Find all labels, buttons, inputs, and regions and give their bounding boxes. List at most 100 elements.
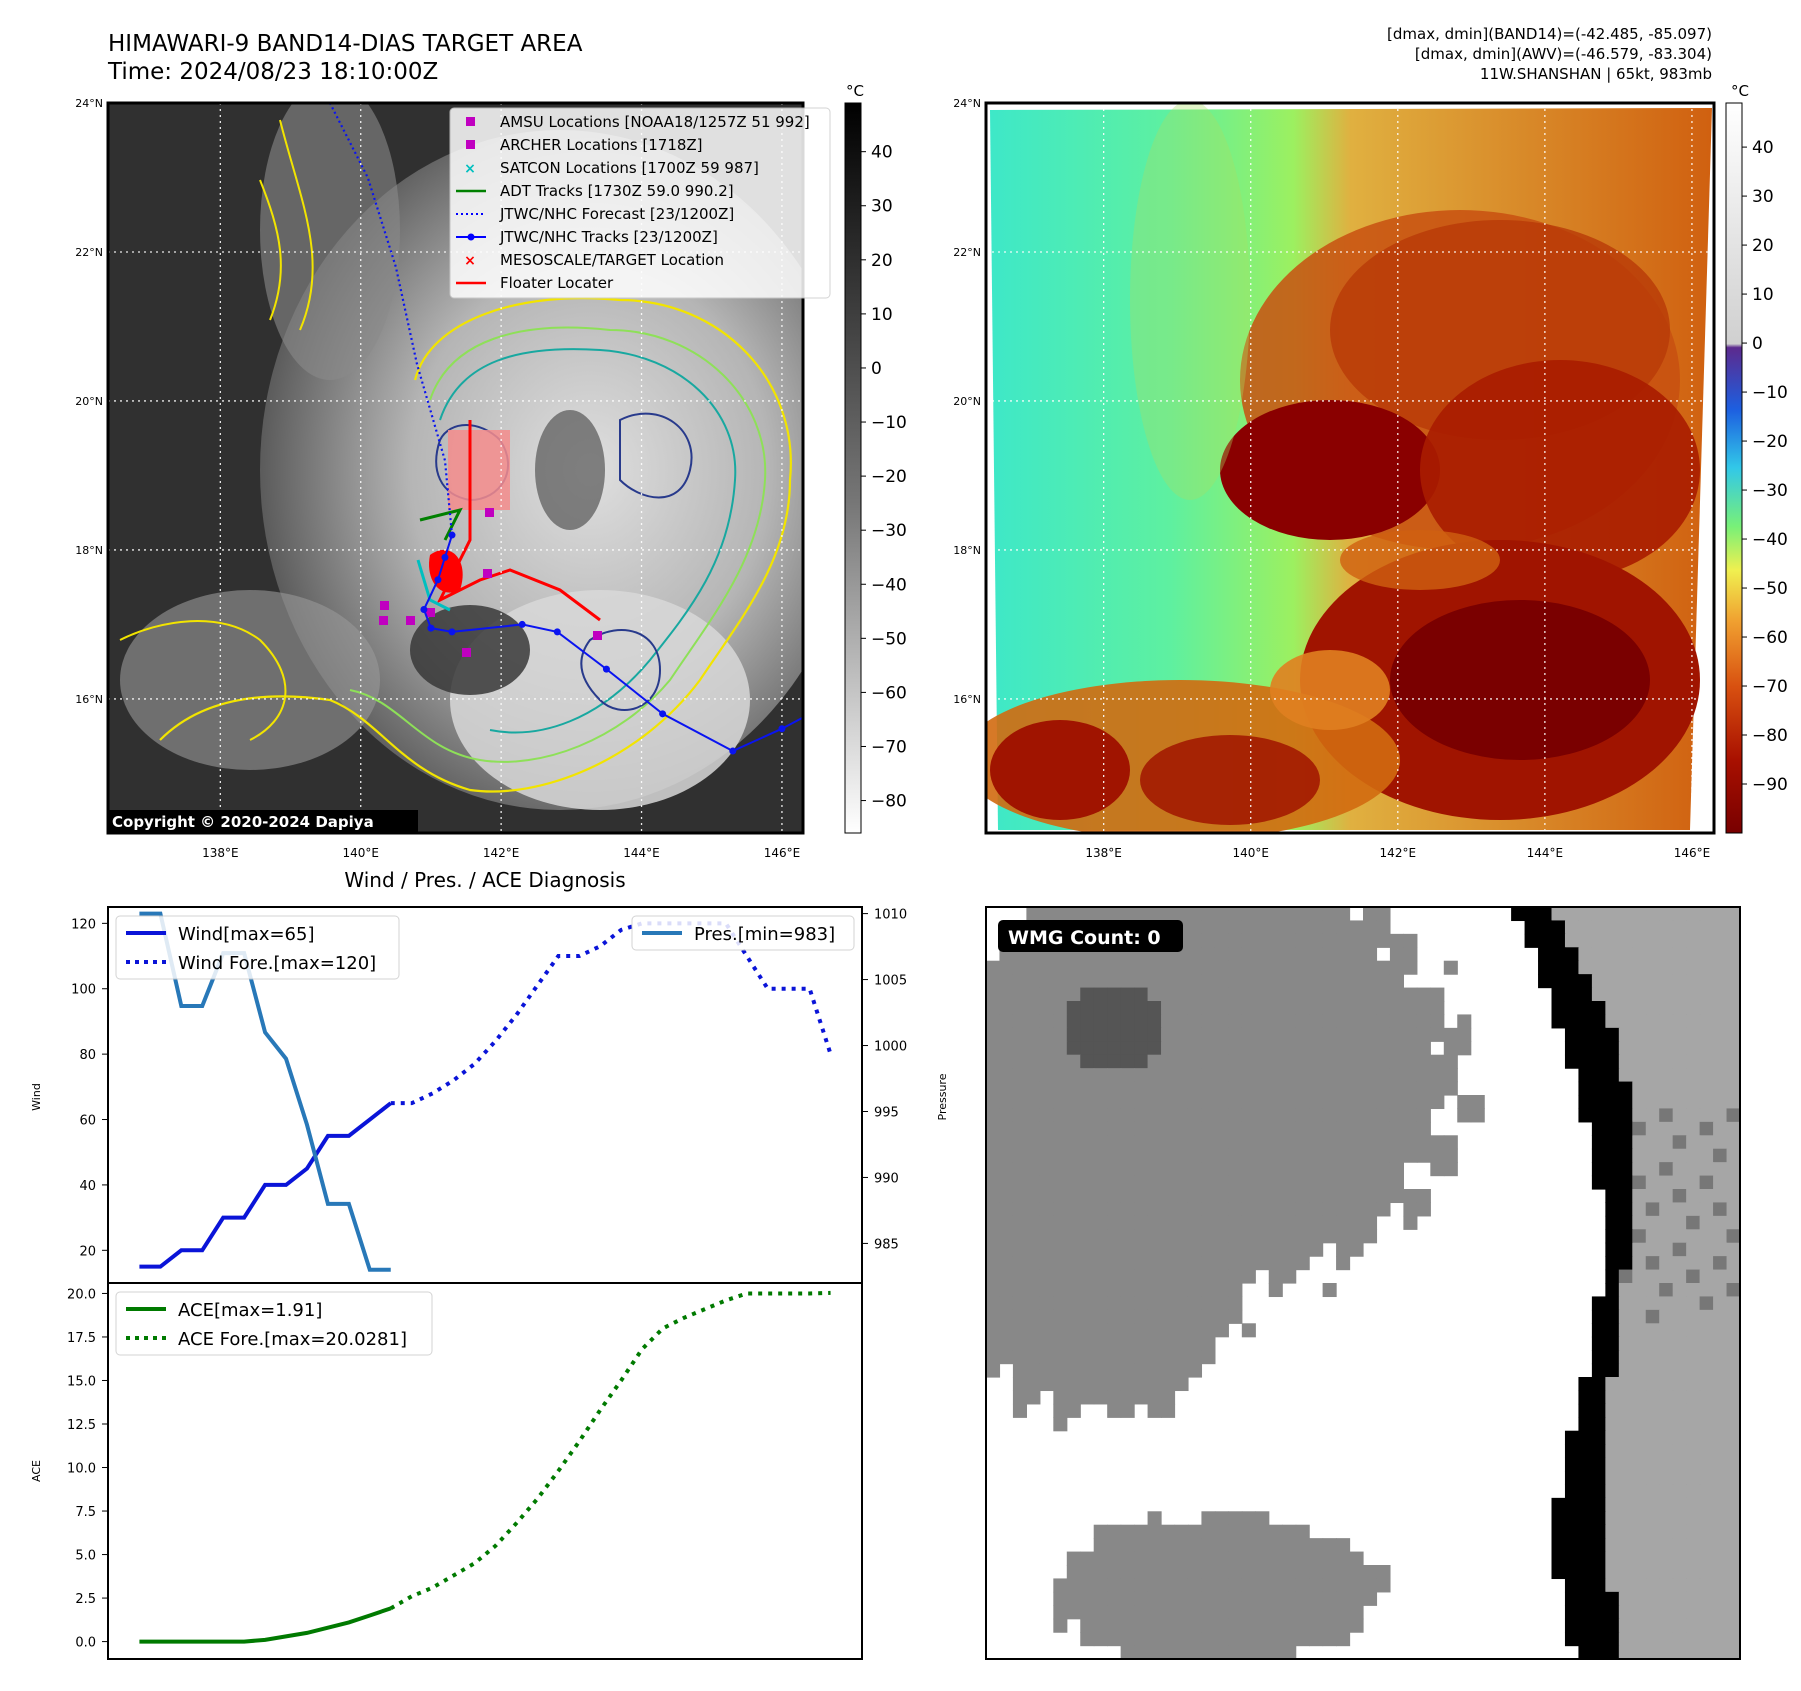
pressure-tick-label: 985 (874, 1237, 899, 1252)
legend-pressure: Pres.[min=983] (694, 924, 835, 945)
jtwc-track-point (434, 576, 442, 584)
colorbar-tick-label: 20 (1752, 236, 1774, 256)
colorbar-tick-label: −40 (1752, 530, 1788, 550)
jtwc-track-point (441, 553, 449, 561)
colorbar-tick-label: −70 (1752, 677, 1788, 697)
lon-tick-label: 142°E (1380, 846, 1417, 860)
ace-tick-label: 2.5 (75, 1592, 96, 1607)
jtwc-track-point (778, 725, 786, 733)
ace-tick-label: 12.5 (67, 1418, 96, 1433)
colorbar-tick-label: −30 (871, 521, 907, 541)
pressure-tick-label: 1000 (874, 1040, 907, 1055)
lon-tick-label: 140°E (1232, 846, 1269, 860)
ace-chart: 0.0 2.5 5.0 7.5 10.0 12.5 15.0 17.5 20.0 ACE ACE… (30, 1282, 863, 1660)
pressure-tick-label: 1010 (874, 908, 907, 923)
pressure-ylabel: Pressure (936, 1073, 949, 1120)
colorbar-tick-label: −70 (871, 737, 907, 757)
floater-box (448, 430, 510, 510)
jtwc-track-point (659, 710, 667, 718)
pressure-tick-label: 990 (874, 1171, 899, 1186)
lat-tick-label: 20°N (953, 395, 981, 408)
svg-text:×: × (464, 253, 476, 269)
lat-tick-label: 18°N (953, 544, 981, 557)
series-line (390, 921, 833, 1106)
colorbar-tick-label: −40 (871, 575, 907, 595)
ace-series-line (389, 1290, 831, 1611)
figure-title-line2: Time: 2024/08/23 18:10:00Z (107, 59, 438, 85)
legend-entry-label: ADT Tracks [1730Z 59.0 990.2] (500, 182, 734, 200)
left-map-legend: AMSU Locations [NOAA18/1257Z 51 992] ARCH… (449, 107, 831, 299)
figure-title-line1: HIMAWARI-9 BAND14-DIAS TARGET AREA (108, 31, 583, 57)
pressure-legend: Pres.[min=983] (631, 915, 855, 951)
colorbar-tick-label: −20 (1752, 432, 1788, 452)
ace-tick-label: 15.0 (67, 1374, 96, 1389)
colorbar-tick-label: −80 (1752, 726, 1788, 746)
legend-ace: ACE[max=1.91] (178, 1300, 322, 1321)
colorbar-tick-label: −10 (1752, 383, 1788, 403)
left-colorbar: °C 40 30 20 10 0 −10 −20 −30 −40 −50 −60 −70 −80 (844, 82, 907, 834)
colorbar-tick-label: 20 (871, 251, 893, 271)
colorbar-tick-label: 30 (871, 197, 893, 217)
svg-text:×: × (464, 161, 476, 177)
info-line-band14: [dmax, dmin](BAND14)=(-42.485, -85.097) (1387, 25, 1712, 43)
archer-markers (379, 508, 602, 657)
legend-entry-label: JTWC/NHC Forecast [23/1200Z] (499, 205, 734, 223)
jtwc-track-point (729, 747, 737, 755)
colorbar-tick-label: −80 (871, 792, 907, 812)
ace-tick-label: 7.5 (75, 1505, 96, 1520)
y-tick-label: 120 (71, 917, 96, 932)
colorbar-tick-label: −60 (1752, 628, 1788, 648)
lon-tick-label: 142°E (483, 846, 520, 860)
colorbar-tick-label: 30 (1752, 187, 1774, 207)
colorbar-tick-label: −30 (1752, 481, 1788, 501)
ace-tick-label: 17.5 (67, 1331, 96, 1346)
legend-entry-label: AMSU Locations [NOAA18/1257Z 51 992] (500, 113, 810, 131)
legend-wind: Wind[max=65] (178, 924, 315, 945)
colorbar-tick-label: −50 (871, 629, 907, 649)
lat-tick-label: 22°N (953, 246, 981, 259)
left-colorbar-unit: °C (846, 82, 864, 100)
lon-tick-label: 146°E (764, 846, 801, 860)
right-colorbar: °C 40 30 20 10 0 −10 −20 −30 −40 −50 −60 −70 −80 −90 (1725, 82, 1788, 834)
right-colorbar-unit: °C (1731, 82, 1749, 100)
jtwc-track-point (427, 624, 435, 632)
y-tick-label: 100 (71, 983, 96, 998)
y-tick-label: 60 (79, 1114, 96, 1129)
legend-entry-label: SATCON Locations [1700Z 59 987] (500, 159, 759, 177)
adt-track-line (419, 507, 463, 541)
info-line-awv: [dmax, dmin](AWV)=(-46.579, -83.304) (1415, 45, 1712, 63)
colorbar-tick-label: −60 (871, 683, 907, 703)
legend-entry-label: Floater Locater (500, 274, 614, 292)
y-tick-label: 80 (79, 1048, 96, 1063)
colorbar-tick-label: −50 (1752, 579, 1788, 599)
wind-pressure-chart: 20 40 60 80 100 120 985 990 995 1000 1005 1010 Win… (30, 906, 949, 1284)
left-map-panel: Copyright © 2020-2024 Dapiya AMSU Locati… (106, 101, 831, 835)
floater-locater-line (436, 420, 601, 622)
y-tick-label: 40 (79, 1179, 96, 1194)
jtwc-track-point (518, 620, 526, 628)
lat-tick-label: 20°N (75, 395, 103, 408)
lat-tick-label: 24°N (953, 97, 981, 110)
colorbar-tick-label: 0 (1752, 334, 1763, 354)
wind-legend: Wind[max=65] Wind Fore.[max=120] (115, 915, 400, 980)
colorbar-tick-label: 10 (1752, 285, 1774, 305)
colorbar-tick-label: −10 (871, 413, 907, 433)
wmg-count-label: WMG Count: 0 (1008, 927, 1161, 949)
colorbar-tick-label: 0 (871, 359, 882, 379)
right-map-panel (984, 101, 1716, 835)
ace-tick-label: 5.0 (75, 1549, 96, 1564)
ace-ylabel: ACE (30, 1460, 43, 1482)
legend-entry-label: ARCHER Locations [1718Z] (500, 136, 703, 154)
jtwc-track-point (807, 710, 814, 717)
legend-ace-forecast: ACE Fore.[max=20.0281] (178, 1329, 407, 1350)
series-line (139, 1101, 392, 1269)
copyright-label: Copyright © 2020-2024 Dapiya (112, 813, 374, 831)
jtwc-track-point (420, 606, 428, 614)
ace-tick-label: 10.0 (67, 1462, 96, 1477)
jtwc-track-point (448, 628, 456, 636)
colorbar-tick-label: 40 (1752, 138, 1774, 158)
info-line-storm: 11W.SHANSHAN | 65kt, 983mb (1480, 65, 1712, 83)
lat-tick-label: 18°N (75, 544, 103, 557)
jtwc-track-point (553, 628, 561, 636)
